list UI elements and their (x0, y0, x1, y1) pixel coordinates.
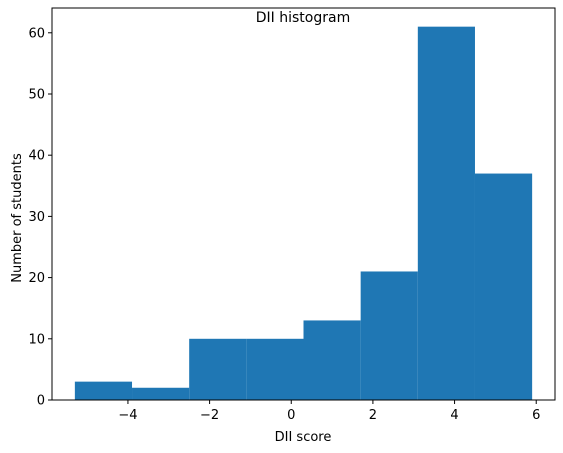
x-tick-label: −4 (118, 408, 137, 423)
y-tick-label: 20 (28, 271, 45, 286)
y-axis-label: Number of students (10, 153, 25, 283)
x-tick-label: −2 (200, 408, 219, 423)
histogram-bar (132, 387, 190, 400)
bars-group (74, 26, 533, 401)
histogram-bar (246, 338, 304, 400)
x-tick-label: 0 (287, 408, 295, 423)
x-axis-ticks: −4 −2 0 2 4 6 (118, 400, 540, 423)
x-axis-label: DII score (275, 430, 332, 445)
y-tick-label: 0 (37, 394, 45, 409)
y-axis-ticks: 0 10 20 30 40 50 60 (28, 26, 52, 409)
y-tick-label: 60 (28, 26, 45, 41)
histogram-bar (417, 26, 475, 401)
histogram-bar (474, 173, 533, 400)
y-tick-label: 40 (28, 149, 45, 164)
chart-title: DII histogram (256, 10, 350, 26)
plot-frame (51, 7, 556, 401)
x-tick-label: 4 (450, 408, 458, 423)
histogram-bar (189, 338, 247, 400)
y-tick-label: 50 (28, 87, 45, 102)
histogram-bar (303, 320, 361, 400)
y-tick-label: 30 (28, 210, 45, 225)
x-tick-label: 2 (369, 408, 377, 423)
histogram-bar (360, 271, 418, 400)
histogram-bar (74, 381, 133, 400)
y-tick-label: 10 (28, 332, 45, 347)
x-tick-label: 6 (532, 408, 540, 423)
